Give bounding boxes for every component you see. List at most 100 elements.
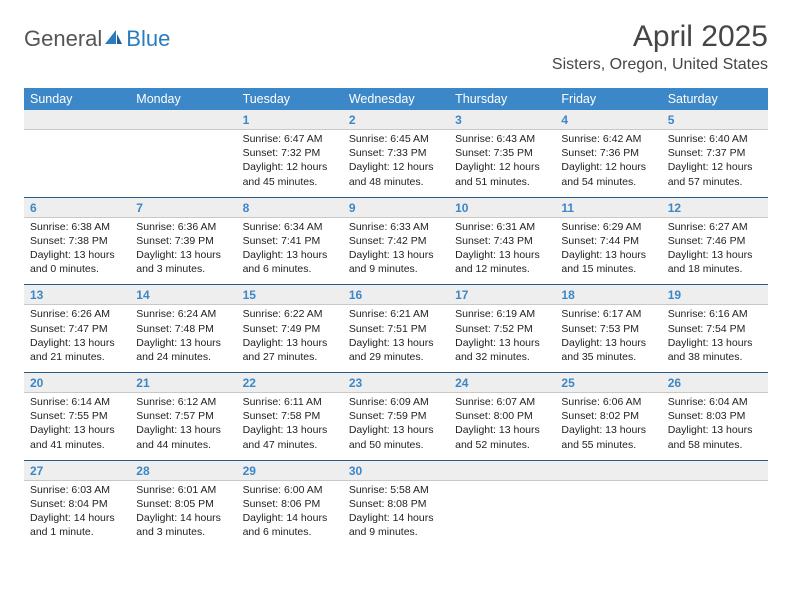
daylight-text: Daylight: 13 hours and 58 minutes. <box>668 423 762 451</box>
daylight-text: Daylight: 13 hours and 3 minutes. <box>136 248 230 276</box>
day-cell: Sunrise: 6:04 AMSunset: 8:03 PMDaylight:… <box>662 393 768 460</box>
day-number: 21 <box>130 373 236 392</box>
sunset-text: Sunset: 7:47 PM <box>30 322 124 336</box>
day-cell: Sunrise: 6:07 AMSunset: 8:00 PMDaylight:… <box>449 393 555 460</box>
sunset-text: Sunset: 8:04 PM <box>30 497 124 511</box>
day-number: 13 <box>24 285 130 304</box>
logo-text-1: General <box>24 26 102 52</box>
day-cell: Sunrise: 6:11 AMSunset: 7:58 PMDaylight:… <box>237 393 343 460</box>
day-cell: Sunrise: 6:03 AMSunset: 8:04 PMDaylight:… <box>24 481 130 548</box>
weekday-header: Monday <box>130 88 236 110</box>
day-cell: Sunrise: 6:29 AMSunset: 7:44 PMDaylight:… <box>555 218 661 285</box>
day-cell: Sunrise: 6:12 AMSunset: 7:57 PMDaylight:… <box>130 393 236 460</box>
day-cell: Sunrise: 6:14 AMSunset: 7:55 PMDaylight:… <box>24 393 130 460</box>
daylight-text: Daylight: 13 hours and 52 minutes. <box>455 423 549 451</box>
day-cell: Sunrise: 6:40 AMSunset: 7:37 PMDaylight:… <box>662 130 768 197</box>
weekday-header: Sunday <box>24 88 130 110</box>
sunrise-text: Sunrise: 6:43 AM <box>455 132 549 146</box>
sunset-text: Sunset: 7:55 PM <box>30 409 124 423</box>
sunset-text: Sunset: 7:46 PM <box>668 234 762 248</box>
sunset-text: Sunset: 8:00 PM <box>455 409 549 423</box>
daylight-text: Daylight: 13 hours and 35 minutes. <box>561 336 655 364</box>
daylight-text: Daylight: 13 hours and 27 minutes. <box>243 336 337 364</box>
sunset-text: Sunset: 7:33 PM <box>349 146 443 160</box>
daylight-text: Daylight: 13 hours and 29 minutes. <box>349 336 443 364</box>
daynum-row: 20212223242526 <box>24 373 768 393</box>
daynum-row: 6789101112 <box>24 198 768 218</box>
sunrise-text: Sunrise: 6:17 AM <box>561 307 655 321</box>
day-body-row: Sunrise: 6:38 AMSunset: 7:38 PMDaylight:… <box>24 217 768 285</box>
day-cell: Sunrise: 6:17 AMSunset: 7:53 PMDaylight:… <box>555 305 661 372</box>
daylight-text: Daylight: 13 hours and 0 minutes. <box>30 248 124 276</box>
sunrise-text: Sunrise: 6:33 AM <box>349 220 443 234</box>
day-cell: Sunrise: 6:38 AMSunset: 7:38 PMDaylight:… <box>24 218 130 285</box>
day-cell: Sunrise: 6:31 AMSunset: 7:43 PMDaylight:… <box>449 218 555 285</box>
sunset-text: Sunset: 8:06 PM <box>243 497 337 511</box>
day-cell: Sunrise: 6:47 AMSunset: 7:32 PMDaylight:… <box>237 130 343 197</box>
daylight-text: Daylight: 13 hours and 9 minutes. <box>349 248 443 276</box>
weekday-header: Saturday <box>662 88 768 110</box>
title-block: April 2025 Sisters, Oregon, United State… <box>552 20 768 74</box>
day-number: 10 <box>449 198 555 217</box>
day-number: 2 <box>343 110 449 129</box>
logo-sail-icon <box>104 26 124 52</box>
day-number: 7 <box>130 198 236 217</box>
sunset-text: Sunset: 7:41 PM <box>243 234 337 248</box>
day-number: 16 <box>343 285 449 304</box>
daylight-text: Daylight: 13 hours and 47 minutes. <box>243 423 337 451</box>
sunrise-text: Sunrise: 6:22 AM <box>243 307 337 321</box>
day-number: 3 <box>449 110 555 129</box>
sunrise-text: Sunrise: 6:42 AM <box>561 132 655 146</box>
day-cell: Sunrise: 6:19 AMSunset: 7:52 PMDaylight:… <box>449 305 555 372</box>
daylight-text: Daylight: 14 hours and 1 minute. <box>30 511 124 539</box>
day-cell <box>555 481 661 541</box>
sunrise-text: Sunrise: 6:01 AM <box>136 483 230 497</box>
sunset-text: Sunset: 8:05 PM <box>136 497 230 511</box>
day-number: 9 <box>343 198 449 217</box>
day-cell: Sunrise: 6:45 AMSunset: 7:33 PMDaylight:… <box>343 130 449 197</box>
sunset-text: Sunset: 7:38 PM <box>30 234 124 248</box>
day-cell: Sunrise: 6:24 AMSunset: 7:48 PMDaylight:… <box>130 305 236 372</box>
sunrise-text: Sunrise: 6:24 AM <box>136 307 230 321</box>
calendar-body: 12345Sunrise: 6:47 AMSunset: 7:32 PMDayl… <box>24 110 768 547</box>
sunrise-text: Sunrise: 6:14 AM <box>30 395 124 409</box>
day-cell <box>662 481 768 541</box>
weekday-header: Friday <box>555 88 661 110</box>
day-number: 25 <box>555 373 661 392</box>
day-body-row: Sunrise: 6:14 AMSunset: 7:55 PMDaylight:… <box>24 393 768 461</box>
sunrise-text: Sunrise: 6:16 AM <box>668 307 762 321</box>
sunrise-text: Sunrise: 6:04 AM <box>668 395 762 409</box>
day-cell: Sunrise: 6:43 AMSunset: 7:35 PMDaylight:… <box>449 130 555 197</box>
day-body-row: Sunrise: 6:26 AMSunset: 7:47 PMDaylight:… <box>24 305 768 373</box>
day-number: 29 <box>237 461 343 480</box>
day-number: 22 <box>237 373 343 392</box>
day-cell: Sunrise: 6:09 AMSunset: 7:59 PMDaylight:… <box>343 393 449 460</box>
sunrise-text: Sunrise: 6:29 AM <box>561 220 655 234</box>
sunrise-text: Sunrise: 6:34 AM <box>243 220 337 234</box>
day-number: 19 <box>662 285 768 304</box>
daylight-text: Daylight: 13 hours and 50 minutes. <box>349 423 443 451</box>
sunrise-text: Sunrise: 5:58 AM <box>349 483 443 497</box>
calendar-table: Sunday Monday Tuesday Wednesday Thursday… <box>24 88 768 547</box>
sunset-text: Sunset: 7:58 PM <box>243 409 337 423</box>
sunrise-text: Sunrise: 6:07 AM <box>455 395 549 409</box>
day-cell: Sunrise: 6:06 AMSunset: 8:02 PMDaylight:… <box>555 393 661 460</box>
sunrise-text: Sunrise: 6:09 AM <box>349 395 443 409</box>
daylight-text: Daylight: 12 hours and 45 minutes. <box>243 160 337 188</box>
sunset-text: Sunset: 7:37 PM <box>668 146 762 160</box>
daylight-text: Daylight: 13 hours and 24 minutes. <box>136 336 230 364</box>
sunset-text: Sunset: 7:42 PM <box>349 234 443 248</box>
daylight-text: Daylight: 13 hours and 12 minutes. <box>455 248 549 276</box>
day-cell: Sunrise: 6:36 AMSunset: 7:39 PMDaylight:… <box>130 218 236 285</box>
day-number: 24 <box>449 373 555 392</box>
daylight-text: Daylight: 13 hours and 41 minutes. <box>30 423 124 451</box>
logo: General Blue <box>24 20 170 52</box>
day-number: 27 <box>24 461 130 480</box>
sunset-text: Sunset: 7:57 PM <box>136 409 230 423</box>
sunset-text: Sunset: 7:36 PM <box>561 146 655 160</box>
day-number: 18 <box>555 285 661 304</box>
day-number: 12 <box>662 198 768 217</box>
sunrise-text: Sunrise: 6:12 AM <box>136 395 230 409</box>
day-cell <box>24 130 130 190</box>
daylight-text: Daylight: 12 hours and 54 minutes. <box>561 160 655 188</box>
